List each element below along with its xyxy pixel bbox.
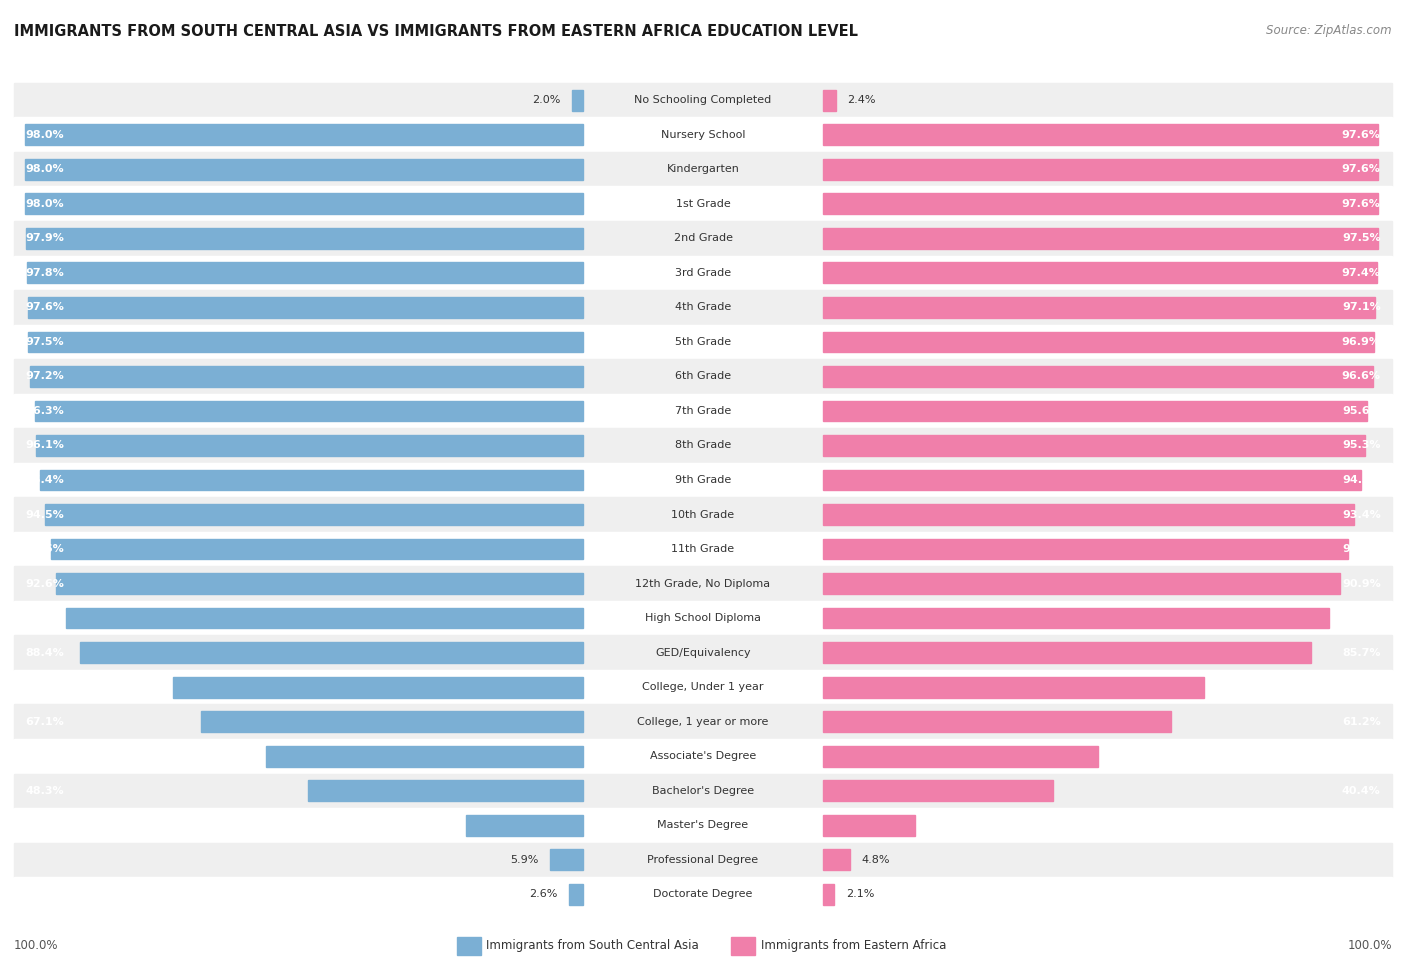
Text: 11th Grade: 11th Grade <box>672 544 734 554</box>
Text: Bachelor's Degree: Bachelor's Degree <box>652 786 754 796</box>
Text: 100.0%: 100.0% <box>14 939 59 953</box>
Text: 93.6%: 93.6% <box>25 544 65 554</box>
Text: 2.0%: 2.0% <box>533 96 561 105</box>
Text: Immigrants from Eastern Africa: Immigrants from Eastern Africa <box>761 939 946 953</box>
Text: 94.5%: 94.5% <box>1341 475 1381 485</box>
Text: 5th Grade: 5th Grade <box>675 336 731 347</box>
Text: 92.6%: 92.6% <box>25 578 65 589</box>
Text: 2nd Grade: 2nd Grade <box>673 233 733 244</box>
Text: 95.3%: 95.3% <box>1343 441 1381 450</box>
Text: 48.3%: 48.3% <box>25 786 63 796</box>
Text: Source: ZipAtlas.com: Source: ZipAtlas.com <box>1267 24 1392 37</box>
Text: 12th Grade, No Diploma: 12th Grade, No Diploma <box>636 578 770 589</box>
Text: 97.4%: 97.4% <box>1341 268 1381 278</box>
Text: 40.4%: 40.4% <box>1341 786 1381 796</box>
Text: 67.1%: 67.1% <box>25 717 65 726</box>
Text: 48.4%: 48.4% <box>1341 751 1381 761</box>
Text: 1st Grade: 1st Grade <box>676 199 730 209</box>
Text: 20.7%: 20.7% <box>25 820 63 831</box>
Text: 93.4%: 93.4% <box>1341 510 1381 520</box>
Text: 97.2%: 97.2% <box>25 371 65 381</box>
Text: 100.0%: 100.0% <box>1347 939 1392 953</box>
Text: 90.9%: 90.9% <box>25 613 65 623</box>
Text: 97.5%: 97.5% <box>25 336 63 347</box>
Text: 5.9%: 5.9% <box>510 855 538 865</box>
Text: 2.1%: 2.1% <box>846 889 875 899</box>
Text: 4th Grade: 4th Grade <box>675 302 731 312</box>
Text: Professional Degree: Professional Degree <box>647 855 759 865</box>
Text: 97.9%: 97.9% <box>25 233 65 244</box>
Text: 97.6%: 97.6% <box>1341 130 1381 139</box>
Text: Nursery School: Nursery School <box>661 130 745 139</box>
Text: 97.1%: 97.1% <box>1341 302 1381 312</box>
Text: College, 1 year or more: College, 1 year or more <box>637 717 769 726</box>
Text: 98.0%: 98.0% <box>25 130 63 139</box>
Text: 9th Grade: 9th Grade <box>675 475 731 485</box>
Text: 97.6%: 97.6% <box>25 302 65 312</box>
Text: 98.0%: 98.0% <box>25 164 63 175</box>
Text: 6th Grade: 6th Grade <box>675 371 731 381</box>
Text: 61.2%: 61.2% <box>1341 717 1381 726</box>
Text: GED/Equivalency: GED/Equivalency <box>655 647 751 658</box>
Text: 67.0%: 67.0% <box>1343 682 1381 692</box>
Text: 88.4%: 88.4% <box>25 647 65 658</box>
Text: 16.3%: 16.3% <box>1343 820 1381 831</box>
Text: Kindergarten: Kindergarten <box>666 164 740 175</box>
Text: Doctorate Degree: Doctorate Degree <box>654 889 752 899</box>
Text: High School Diploma: High School Diploma <box>645 613 761 623</box>
Text: 98.0%: 98.0% <box>25 199 63 209</box>
Text: 96.3%: 96.3% <box>25 406 65 416</box>
Text: 96.9%: 96.9% <box>1341 336 1381 347</box>
Text: 72.1%: 72.1% <box>25 682 63 692</box>
Text: 97.5%: 97.5% <box>1343 233 1381 244</box>
Text: 3rd Grade: 3rd Grade <box>675 268 731 278</box>
Text: 85.7%: 85.7% <box>1343 647 1381 658</box>
Text: 2.6%: 2.6% <box>529 889 557 899</box>
Text: 10th Grade: 10th Grade <box>672 510 734 520</box>
Text: 96.1%: 96.1% <box>25 441 65 450</box>
Text: Master's Degree: Master's Degree <box>658 820 748 831</box>
Text: Associate's Degree: Associate's Degree <box>650 751 756 761</box>
Text: 55.7%: 55.7% <box>25 751 63 761</box>
Text: 97.6%: 97.6% <box>1341 164 1381 175</box>
Text: Immigrants from South Central Asia: Immigrants from South Central Asia <box>486 939 699 953</box>
Text: 92.3%: 92.3% <box>1343 544 1381 554</box>
Text: 2.4%: 2.4% <box>848 96 876 105</box>
Text: 95.6%: 95.6% <box>1341 406 1381 416</box>
Text: IMMIGRANTS FROM SOUTH CENTRAL ASIA VS IMMIGRANTS FROM EASTERN AFRICA EDUCATION L: IMMIGRANTS FROM SOUTH CENTRAL ASIA VS IM… <box>14 24 858 39</box>
Text: 94.5%: 94.5% <box>25 510 65 520</box>
Text: No Schooling Completed: No Schooling Completed <box>634 96 772 105</box>
Text: 7th Grade: 7th Grade <box>675 406 731 416</box>
Text: 88.9%: 88.9% <box>1341 613 1381 623</box>
Text: 90.9%: 90.9% <box>1341 578 1381 589</box>
Text: 8th Grade: 8th Grade <box>675 441 731 450</box>
Text: College, Under 1 year: College, Under 1 year <box>643 682 763 692</box>
Text: 97.6%: 97.6% <box>1341 199 1381 209</box>
Text: 96.6%: 96.6% <box>1341 371 1381 381</box>
Text: 97.8%: 97.8% <box>25 268 65 278</box>
Text: 4.8%: 4.8% <box>860 855 890 865</box>
Text: 95.4%: 95.4% <box>25 475 65 485</box>
